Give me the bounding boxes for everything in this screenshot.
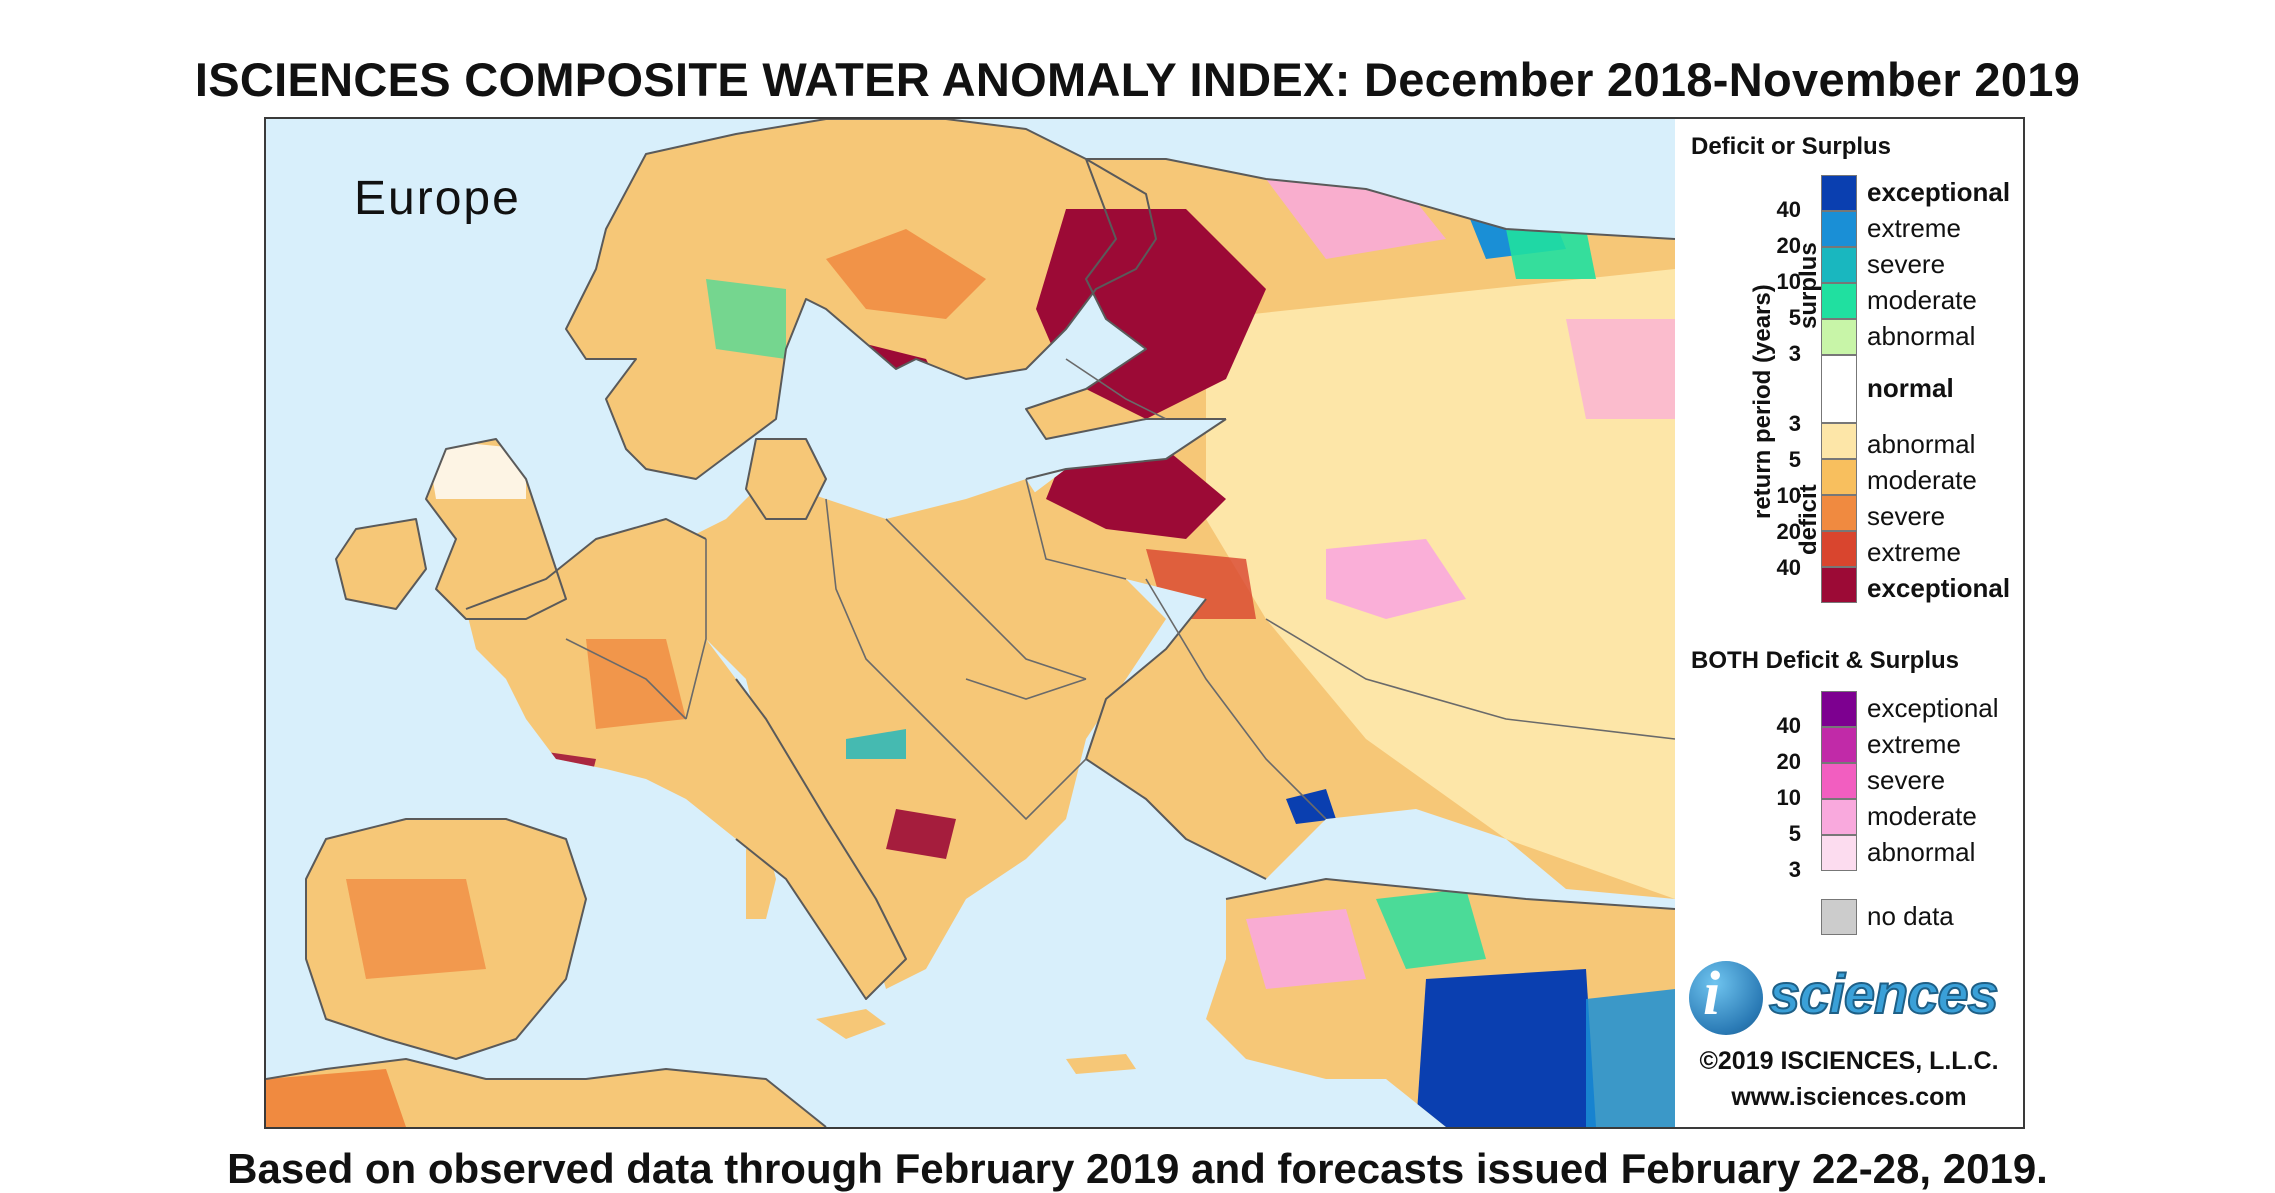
swatch-surplus-abnormal — [1821, 319, 1857, 355]
tick-surplus-5: 5 — [1788, 305, 1801, 330]
map-panel: Europe — [266, 119, 1675, 1127]
legend-panel: Deficit or Surplus surplus deficit retur… — [1675, 119, 2023, 1127]
tick-both-3: 3 — [1788, 857, 1801, 882]
logo-circle-icon — [1689, 961, 1763, 1035]
legend-surplus-extreme: extreme — [1867, 213, 1961, 243]
legend-deficit-moderate: moderate — [1867, 465, 1977, 495]
swatch-both-abnormal — [1821, 835, 1857, 871]
map-of-europe-icon — [266, 119, 1675, 1127]
page-title: ISCIENCES COMPOSITE WATER ANOMALY INDEX:… — [194, 53, 2081, 106]
legend-both-moderate: moderate — [1867, 801, 1977, 831]
swatch-surplus-exceptional — [1821, 175, 1857, 211]
copyright: ©2019 ISCIENCES, L.L.C. — [1699, 1047, 1999, 1075]
swatch-normal — [1821, 355, 1857, 423]
swatch-both-severe — [1821, 763, 1857, 799]
swatch-no-data — [1821, 899, 1857, 935]
legend-surplus-abnormal: abnormal — [1867, 321, 1976, 351]
legend-surplus-exceptional: exceptional — [1867, 177, 2011, 207]
logo-letter: i — [1703, 960, 1721, 1028]
tick-surplus-3: 3 — [1788, 341, 1801, 366]
isciences-logo: i sciences — [1689, 957, 2019, 1037]
legend-both-severe: severe — [1867, 765, 1946, 795]
tick-both-10: 10 — [1776, 785, 1801, 810]
swatch-deficit-severe — [1821, 495, 1857, 531]
swatch-both-exceptional — [1821, 691, 1857, 727]
tick-surplus-20: 20 — [1776, 233, 1801, 258]
swatch-deficit-moderate — [1821, 459, 1857, 495]
swatch-both-extreme — [1821, 727, 1857, 763]
legend-deficit-exceptional: exceptional — [1867, 573, 2011, 603]
swatch-surplus-severe — [1821, 247, 1857, 283]
legend-surplus-severe: severe — [1867, 249, 1946, 279]
region-label: Europe — [354, 172, 521, 225]
legend-both-exceptional: exceptional — [1867, 693, 1999, 723]
legend-heading-deficit-surplus: Deficit or Surplus — [1691, 133, 1892, 160]
legend-both-abnormal: abnormal — [1867, 837, 1976, 867]
legend-normal: normal — [1867, 373, 1954, 403]
swatch-surplus-extreme — [1821, 211, 1857, 247]
tick-deficit-5: 5 — [1788, 447, 1801, 472]
legend-deficit-severe: severe — [1867, 501, 1946, 531]
tick-deficit-20: 20 — [1776, 519, 1801, 544]
swatch-deficit-extreme — [1821, 531, 1857, 567]
swatch-surplus-moderate — [1821, 283, 1857, 319]
tick-deficit-3: 3 — [1788, 411, 1801, 436]
legend-deficit-abnormal: abnormal — [1867, 429, 1976, 459]
legend-no-data: no data — [1867, 901, 1954, 931]
legend-deficit-extreme: extreme — [1867, 537, 1961, 567]
tick-both-20: 20 — [1776, 749, 1801, 774]
legend-heading-both: BOTH Deficit & Surplus — [1691, 647, 1960, 674]
tick-both-40: 40 — [1776, 713, 1801, 738]
website-link[interactable]: www.isciences.com — [1731, 1083, 1967, 1111]
tick-deficit-40: 40 — [1776, 555, 1801, 580]
tick-surplus-10: 10 — [1776, 269, 1801, 294]
tick-deficit-10: 10 — [1776, 483, 1801, 508]
swatch-deficit-exceptional — [1821, 567, 1857, 603]
tick-both-5: 5 — [1788, 821, 1801, 846]
tick-surplus-40: 40 — [1776, 197, 1801, 222]
figure-frame: Europe Deficit or Surplus surplus defici… — [264, 117, 2025, 1129]
swatch-both-moderate — [1821, 799, 1857, 835]
logo-text: sciences — [1768, 961, 2000, 1026]
swatch-deficit-abnormal — [1821, 423, 1857, 459]
legend-both-extreme: extreme — [1867, 729, 1961, 759]
legend-surplus-moderate: moderate — [1867, 285, 1977, 315]
footnote: Based on observed data through February … — [227, 1145, 2048, 1192]
